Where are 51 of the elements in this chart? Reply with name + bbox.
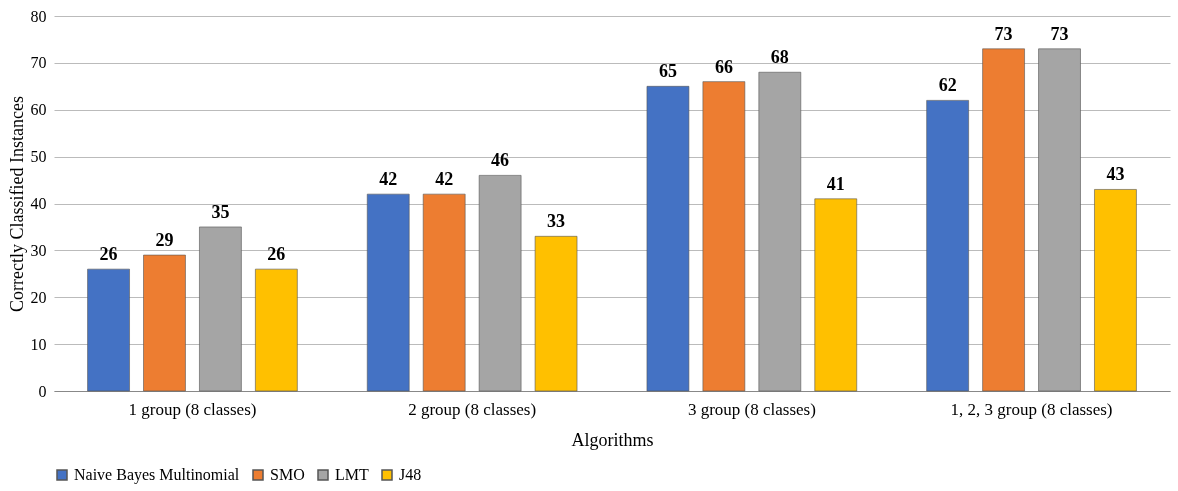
bar [255, 268, 298, 392]
legend-label: J48 [399, 466, 422, 483]
y-tick-label: 70 [30, 54, 47, 72]
data-label: 26 [99, 244, 118, 265]
bar [926, 100, 969, 392]
legend-label: SMO [270, 466, 305, 483]
bar [1038, 48, 1081, 392]
bar [758, 71, 802, 392]
x-tick-label: 3 group (8 classes) [687, 399, 816, 419]
data-label: 35 [211, 201, 230, 222]
data-label: 42 [435, 169, 454, 190]
x-tick-label: 2 group (8 classes) [408, 399, 537, 419]
bar [534, 236, 578, 392]
y-tick-label: 80 [30, 7, 47, 25]
data-label: 66 [714, 56, 733, 77]
bar [366, 193, 410, 392]
bar [422, 193, 466, 392]
data-label: 26 [267, 244, 286, 265]
data-label: 43 [1106, 164, 1125, 185]
bar [478, 175, 522, 392]
data-label: 73 [994, 23, 1013, 44]
y-tick-label: 20 [30, 288, 47, 306]
y-tick-label: 40 [30, 195, 47, 212]
bar [143, 254, 186, 392]
y-axis-title: Correctly Classified Instances [6, 96, 27, 312]
bar [814, 198, 858, 392]
bar [87, 268, 130, 392]
bar [1094, 189, 1137, 392]
data-label: 33 [547, 211, 566, 232]
y-tick-label: 60 [30, 101, 47, 119]
bar [646, 86, 690, 392]
x-tick-label: 1, 2, 3 group (8 classes) [950, 399, 1113, 419]
legend-label: Naive Bayes Multinomial [74, 466, 240, 484]
data-label: 68 [770, 47, 789, 68]
y-tick-label: 10 [30, 335, 47, 353]
x-tick-label: 1 group (8 classes) [128, 399, 257, 419]
x-axis-title: Algorithms [571, 429, 654, 450]
legend-label: LMT [335, 466, 369, 483]
y-tick-label: 0 [38, 382, 47, 400]
y-tick-label: 50 [30, 148, 47, 166]
bar [982, 48, 1025, 392]
y-tick-label: 30 [30, 241, 47, 259]
data-label: 65 [658, 61, 677, 82]
bar [702, 81, 746, 392]
data-label: 41 [826, 173, 845, 194]
bar [199, 226, 242, 392]
data-label: 46 [491, 150, 510, 171]
data-label: 73 [1050, 23, 1069, 44]
data-label: 42 [379, 169, 398, 190]
data-label: 29 [155, 230, 174, 251]
data-label: 62 [938, 75, 957, 96]
